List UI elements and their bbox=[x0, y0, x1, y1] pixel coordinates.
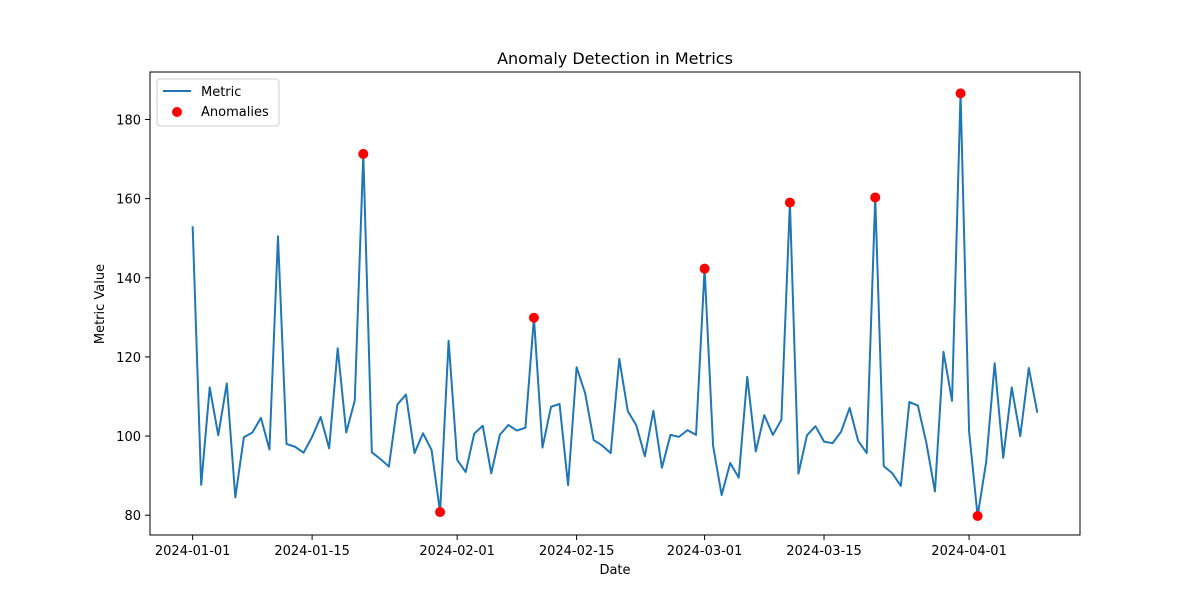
anomaly-point bbox=[784, 197, 795, 208]
y-tick-label: 160 bbox=[116, 193, 141, 208]
y-axis-label: Metric Value bbox=[93, 264, 108, 344]
anomaly-point bbox=[955, 88, 966, 99]
legend: Metric Anomalies bbox=[156, 78, 280, 127]
y-tick-label: 80 bbox=[124, 509, 141, 524]
x-axis-label: Date bbox=[599, 563, 630, 578]
x-tick-label: 2024-02-01 bbox=[419, 544, 495, 559]
anomaly-point bbox=[358, 148, 369, 159]
y-tick-label: 120 bbox=[116, 351, 141, 366]
anomaly-point bbox=[870, 192, 881, 203]
y-axis: 80 100 120 140 160 180 bbox=[116, 113, 150, 524]
anomaly-point bbox=[972, 511, 983, 522]
legend-anomalies-swatch bbox=[172, 107, 182, 117]
metric-series-line bbox=[191, 92, 1039, 518]
plot-area bbox=[149, 71, 1081, 536]
legend-anomalies-label: Anomalies bbox=[201, 105, 269, 120]
y-tick-label: 100 bbox=[116, 430, 141, 445]
x-tick-label: 2024-03-01 bbox=[667, 544, 743, 559]
anomaly-point bbox=[528, 312, 539, 323]
x-tick-label: 2024-03-15 bbox=[786, 544, 862, 559]
y-tick-label: 140 bbox=[116, 272, 141, 287]
x-tick-label: 2024-01-01 bbox=[155, 544, 231, 559]
x-tick-label: 2024-02-15 bbox=[539, 544, 615, 559]
x-axis: 2024-01-01 2024-01-15 2024-02-01 2024-02-15… bbox=[155, 535, 1007, 559]
anomaly-point bbox=[435, 507, 446, 518]
chart-title: Anomaly Detection in Metrics bbox=[497, 49, 733, 68]
legend-metric-label: Metric bbox=[201, 85, 241, 100]
x-tick-label: 2024-04-01 bbox=[931, 544, 1007, 559]
plot-frame bbox=[149, 71, 1081, 536]
y-tick-label: 180 bbox=[116, 113, 141, 128]
anomaly-point bbox=[699, 263, 710, 274]
x-tick-label: 2024-01-15 bbox=[274, 544, 350, 559]
